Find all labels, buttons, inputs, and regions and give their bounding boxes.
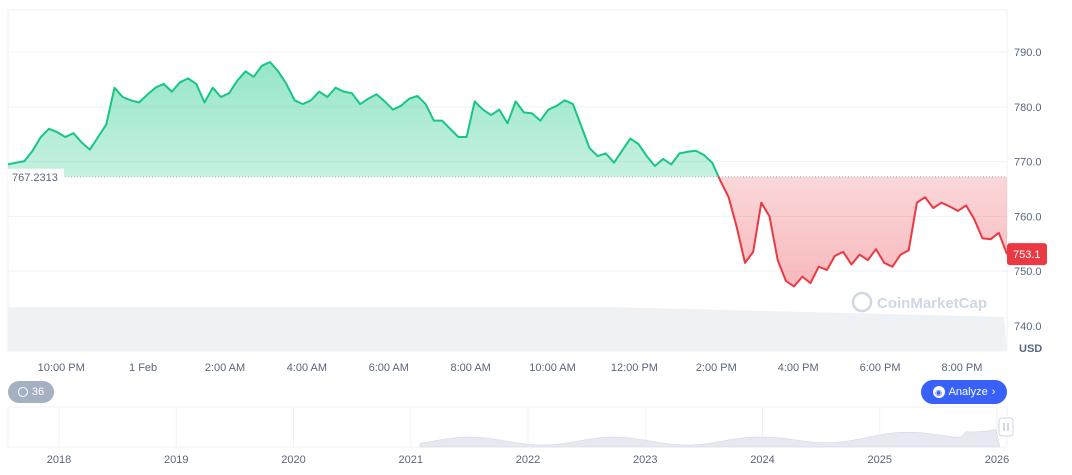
- x-tick-label: 1 Feb: [129, 362, 157, 374]
- volume-bars: [8, 307, 1007, 351]
- baseline: 767.2313: [8, 168, 1007, 185]
- price-line: [8, 61, 1007, 288]
- history-icon: [17, 387, 28, 397]
- x-tick-label: 8:00 AM: [450, 362, 490, 374]
- watermark: CoinMarketCap: [851, 291, 987, 313]
- navigator-tick-label: 2023: [633, 454, 657, 466]
- history-count: 36: [31, 386, 45, 398]
- x-axis: 10:00 PM 1 Feb 2:00 AM 4:00 AM 6:00 AM 8:00 A…: [38, 362, 983, 374]
- y-tick-label: 760.0: [1014, 211, 1042, 223]
- y-tick-label: 780.0: [1014, 102, 1042, 114]
- navigator-tick-label: 2019: [164, 454, 188, 466]
- x-tick-label: 8:00 PM: [941, 362, 982, 374]
- x-tick-label: 6:00 AM: [369, 362, 409, 374]
- x-tick-label: 6:00 PM: [860, 362, 901, 374]
- navigator-tick-label: 2018: [47, 454, 71, 466]
- area-fill-up: [8, 62, 719, 177]
- watermark-text: CoinMarketCap: [877, 295, 987, 312]
- current-price-badge: [1007, 243, 1047, 266]
- navigator-tick-label: 2026: [985, 454, 1009, 466]
- volume-area: [8, 307, 1007, 351]
- navigator-tick-label: 2024: [750, 454, 774, 466]
- analyze-label: Analyze: [948, 386, 988, 398]
- x-tick-label: 4:00 AM: [287, 362, 327, 374]
- x-tick-label: 2:00 AM: [205, 362, 245, 374]
- area-fill-down: [8, 176, 1007, 287]
- y-tick-label: 740.0: [1014, 321, 1042, 333]
- x-tick-label: 10:00 PM: [38, 362, 85, 374]
- navigator-tick-label: 2025: [868, 454, 892, 466]
- navigator-tick-label: 2021: [399, 454, 423, 466]
- y-tick-label: 770.0: [1014, 157, 1042, 169]
- baseline-label-bg: [8, 168, 64, 185]
- y-tick-label: 750.0: [1014, 266, 1042, 278]
- navigator-handle: [998, 417, 1014, 437]
- analyze-button[interactable]: ◉ Analyze ›: [921, 380, 1007, 404]
- value-badges: 753.1: [1007, 243, 1047, 266]
- baseline-label: 767.2313: [12, 172, 58, 184]
- unit-label: USD: [1019, 343, 1042, 355]
- x-tick-label: 12:00 PM: [611, 362, 658, 374]
- navigator[interactable]: 2018 2019 2020 2021 2022 2023 2024 2025 2026: [7, 406, 1014, 466]
- price-area: [8, 62, 1007, 287]
- x-tick-label: 2:00 PM: [696, 362, 737, 374]
- analyze-icon: ◉: [932, 386, 945, 398]
- price-line-up: [8, 61, 720, 177]
- navigator-tick-label: 2022: [516, 454, 540, 466]
- history-button[interactable]: 36: [8, 381, 54, 403]
- navigator-mini-chart: [419, 429, 1001, 448]
- x-tick-label: 4:00 PM: [778, 362, 819, 374]
- y-axis: 740.0 750.0 760.0 770.0 780.0 790.0 USD: [1014, 47, 1042, 355]
- price-line-down: [717, 176, 1007, 288]
- chevron-right-icon: ›: [991, 386, 996, 398]
- current-price-label: 753.1: [1013, 249, 1041, 261]
- y-tick-label: 790.0: [1014, 47, 1042, 59]
- coinmarketcap-logo: [851, 291, 873, 313]
- x-tick-label: 10:00 AM: [529, 362, 575, 374]
- navigator-tick-label: 2020: [281, 454, 305, 466]
